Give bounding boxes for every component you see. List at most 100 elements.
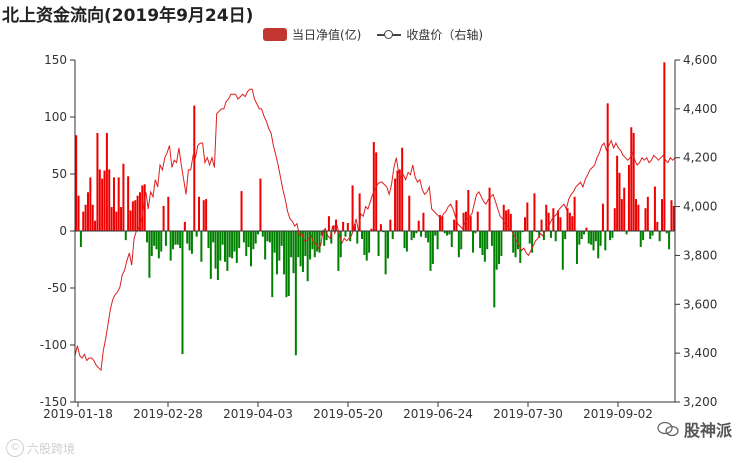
bar <box>436 231 439 250</box>
bar <box>512 231 515 253</box>
bar <box>153 231 156 246</box>
bar <box>623 187 626 231</box>
bar <box>405 231 408 252</box>
bar <box>427 231 430 243</box>
bar <box>280 231 283 246</box>
bar <box>457 231 460 258</box>
bar <box>415 231 418 234</box>
bar <box>665 231 668 234</box>
bar <box>557 210 560 231</box>
x-tick-label: 2019-05-20 <box>313 407 383 421</box>
legend-line-label[interactable]: 收盘价（右轴) <box>406 28 484 42</box>
bar <box>110 207 113 231</box>
bar <box>502 204 505 231</box>
watermark-right-text: 股神派 <box>683 421 732 440</box>
line-series <box>74 88 676 372</box>
bar <box>228 231 231 258</box>
bar <box>535 231 538 233</box>
bar <box>261 231 264 237</box>
bar <box>179 231 182 249</box>
bar <box>578 231 581 245</box>
bar <box>434 231 437 236</box>
bar <box>448 231 451 235</box>
bar <box>479 231 482 249</box>
bar <box>275 231 278 275</box>
bar <box>351 185 354 231</box>
bar <box>176 231 179 245</box>
bar <box>672 205 675 231</box>
bar <box>481 231 484 255</box>
bar <box>221 231 224 245</box>
bar <box>500 231 503 257</box>
bar <box>580 231 583 239</box>
bar <box>219 231 222 261</box>
bar <box>268 231 271 243</box>
bar <box>389 219 392 231</box>
bar <box>486 231 489 250</box>
bar <box>240 191 243 231</box>
bar <box>408 195 411 231</box>
bar <box>599 231 602 246</box>
bar <box>507 209 510 231</box>
bar <box>94 220 97 231</box>
y-left-tick-label: -100 <box>40 338 67 352</box>
bar <box>583 231 586 235</box>
bar <box>129 210 132 231</box>
bar <box>505 210 508 231</box>
bar <box>438 215 441 231</box>
y-right-tick-label: 4,600 <box>683 53 717 67</box>
bar <box>642 231 645 241</box>
bar <box>644 208 647 231</box>
axes: -150 -100 -50 0 50 100 150 3,200 3,400 3,600 3,800… <box>40 53 718 421</box>
bar <box>205 199 208 231</box>
bar <box>545 204 548 231</box>
bar <box>658 231 661 242</box>
bar <box>613 208 616 231</box>
bar <box>540 219 543 231</box>
chart-legend: 当日净值(亿) 收盘价（右轴) <box>263 26 483 43</box>
bar <box>609 231 612 241</box>
legend-bar-label[interactable]: 当日净值(亿) <box>292 28 362 42</box>
bar <box>252 231 255 250</box>
bar <box>75 135 78 231</box>
bar <box>476 211 479 231</box>
bar <box>620 199 623 231</box>
bar <box>474 231 477 234</box>
y-left-tick-label: 100 <box>44 110 67 124</box>
bar <box>516 231 519 250</box>
bar <box>108 169 111 231</box>
bar <box>361 231 364 239</box>
bar <box>339 231 342 258</box>
bar <box>77 195 80 231</box>
legend-line-swatch[interactable] <box>377 28 402 41</box>
bar <box>661 199 664 231</box>
bar <box>646 196 649 231</box>
bar <box>509 213 512 231</box>
bar <box>651 231 654 236</box>
bar <box>285 231 288 298</box>
bar <box>316 231 319 252</box>
bar <box>264 231 267 260</box>
bar <box>382 231 385 233</box>
bar <box>148 231 151 278</box>
bar <box>498 231 501 265</box>
bar <box>235 231 238 263</box>
legend-bar-swatch[interactable] <box>263 28 287 41</box>
bar <box>493 231 496 308</box>
bar <box>84 204 87 231</box>
bar <box>181 231 184 355</box>
bar <box>91 204 94 231</box>
bar <box>417 220 420 231</box>
bar <box>384 231 387 275</box>
bar <box>290 231 293 258</box>
bar <box>273 231 276 253</box>
bar <box>663 62 666 231</box>
bar <box>82 211 85 231</box>
bar <box>363 231 366 255</box>
y-right-tick-label: 4,200 <box>683 151 717 165</box>
bar <box>209 231 212 279</box>
bar <box>124 231 127 241</box>
x-tick-label: 2019-09-02 <box>583 407 653 421</box>
bar <box>89 177 92 231</box>
bar <box>594 231 597 242</box>
